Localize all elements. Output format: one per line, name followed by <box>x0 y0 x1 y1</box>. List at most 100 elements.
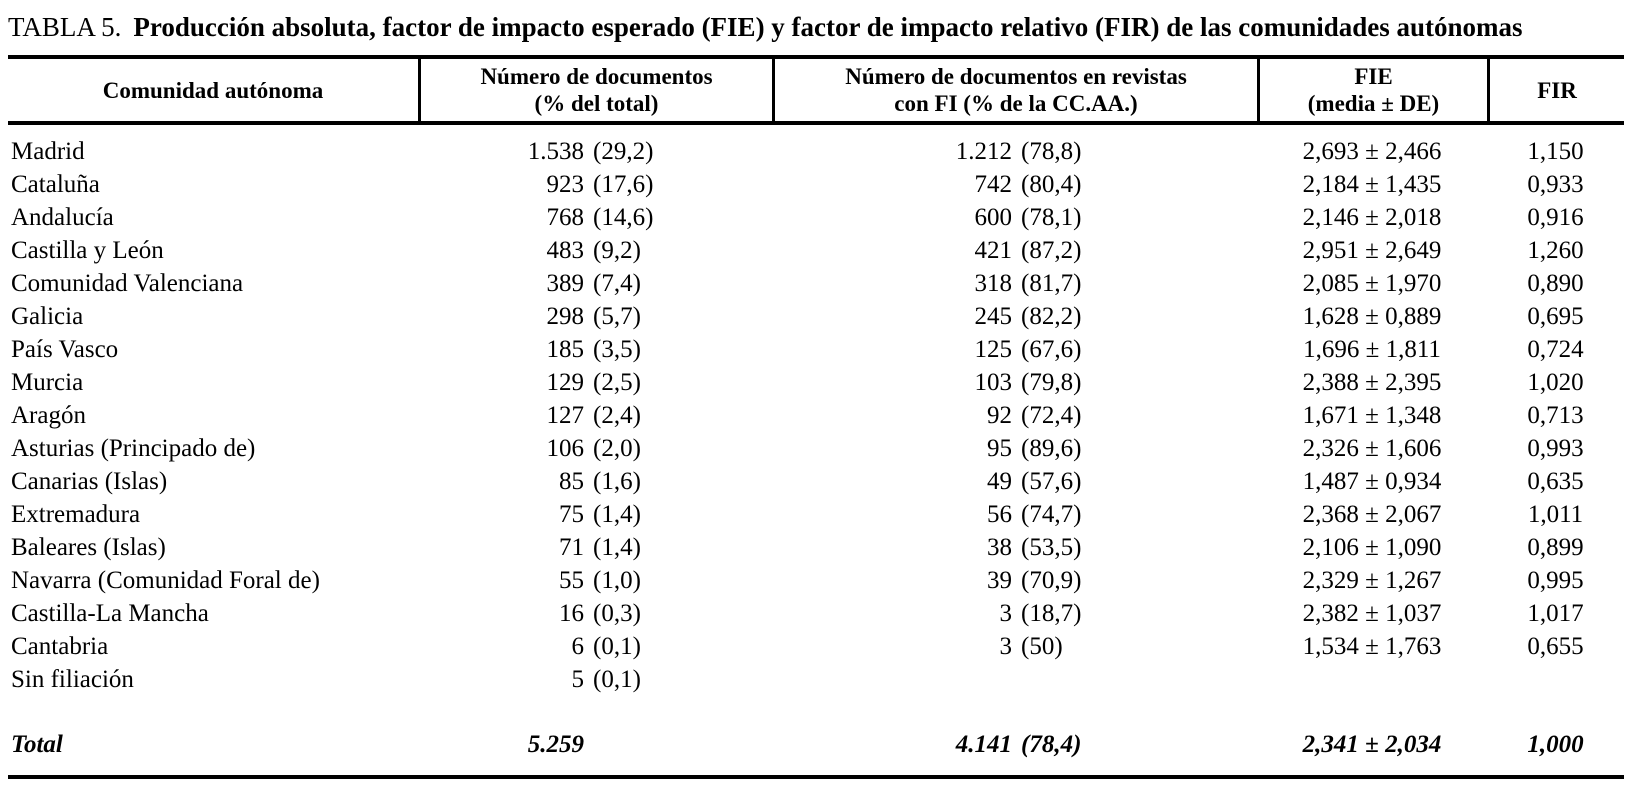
header-docs-revistas-fi-line2: con FI (% de la CC.AA.) <box>894 91 1138 116</box>
cell-fie: 1,671 ± 1,348 <box>1302 402 1442 429</box>
cell-fir: 0,899 <box>1527 534 1584 561</box>
header-docs-revistas-fi: Número de documentos en revistas con FI … <box>772 59 1257 121</box>
cell-docs-revistas-fi: 103 (79,8) <box>974 369 1082 396</box>
table-row: Castilla y León 483 (9,2) 421 (87,2) 2,951… <box>8 234 1624 267</box>
cell-fir <box>1487 663 1624 696</box>
table-row: Castilla-La Mancha 16 (0,3) 3 (18,7) 2,382… <box>8 597 1624 630</box>
cell-num-docs: 185 (3,5) <box>546 336 641 363</box>
cell-fir: 1,020 <box>1527 369 1584 396</box>
table-row: País Vasco 185 (3,5) 125 (67,6) 1,696 ± 1,… <box>8 333 1624 366</box>
cell-comunidad: Cataluña <box>11 171 100 198</box>
table-caption-text: Producción absoluta, factor de impacto e… <box>133 12 1523 42</box>
cell-docs-revistas-fi: 125 (67,6) <box>974 336 1082 363</box>
cell-num-docs: 483 (9,2) <box>546 237 641 264</box>
cell-num-docs: 129 (2,5) <box>546 369 641 396</box>
table-total-row: Total 5.259 4.141 (78,4) 2,341 ± 2,034 1,… <box>8 728 1624 761</box>
cell-docs-revistas-fi: 318 (81,7) <box>974 270 1082 297</box>
total-label: Total <box>11 731 63 758</box>
table-caption-label: TABLA 5. <box>8 12 122 42</box>
cell-num-docs: 768 (14,6) <box>546 204 654 231</box>
cell-num-docs: 75 (1,4) <box>559 501 641 528</box>
table-row: Baleares (Islas) 71 (1,4) 38 (53,5) 2,106 … <box>8 531 1624 564</box>
cell-docs-revistas-fi: 600 (78,1) <box>974 204 1082 231</box>
cell-fir: 1,011 <box>1527 501 1584 528</box>
cell-fie: 2,106 ± 1,090 <box>1302 534 1442 561</box>
cell-docs-revistas-fi: 56 (74,7) <box>987 501 1082 528</box>
cell-comunidad: Comunidad Valenciana <box>11 270 244 297</box>
cell-comunidad: Murcia <box>11 369 84 396</box>
cell-num-docs: 16 (0,3) <box>559 600 641 627</box>
header-fie: FIE (media ± DE) <box>1257 59 1487 121</box>
cell-fie: 2,388 ± 2,395 <box>1302 369 1442 396</box>
cell-docs-revistas-fi <box>772 663 1257 696</box>
cell-fir: 1,017 <box>1527 600 1584 627</box>
cell-fie: 1,534 ± 1,763 <box>1302 633 1442 660</box>
cell-num-docs: 106 (2,0) <box>546 435 641 462</box>
cell-num-docs: 85 (1,6) <box>559 468 641 495</box>
cell-docs-revistas-fi: 1.212 (78,8) <box>955 138 1082 165</box>
cell-fir: 0,933 <box>1527 171 1584 198</box>
cell-fie: 1,628 ± 0,889 <box>1302 303 1442 330</box>
cell-comunidad: Andalucía <box>11 204 114 231</box>
header-docs-revistas-fi-line1: Número de documentos en revistas <box>845 64 1187 89</box>
cell-comunidad: Castilla-La Mancha <box>11 600 209 627</box>
total-cell-docs-fi: 4.141 (78,4) <box>955 731 1082 758</box>
table-row: Murcia 129 (2,5) 103 (79,8) 2,388 ± 2,395 … <box>8 366 1624 399</box>
total-cell-fir: 1,000 <box>1527 731 1584 758</box>
table-row: Navarra (Comunidad Foral de) 55 (1,0) 39(… <box>8 564 1624 597</box>
cell-docs-revistas-fi: 49 (57,6) <box>987 468 1082 495</box>
cell-num-docs: 5 (0,1) <box>571 666 641 693</box>
cell-fie: 2,693 ± 2,466 <box>1302 138 1442 165</box>
cell-fie: 2,326 ± 1,606 <box>1302 435 1442 462</box>
cell-fie: 2,382 ± 1,037 <box>1302 600 1442 627</box>
cell-fie: 2,368 ± 2,067 <box>1302 501 1442 528</box>
cell-fie: 1,696 ± 1,811 <box>1303 336 1441 363</box>
cell-fir: 0,635 <box>1527 468 1584 495</box>
table-row: Asturias (Principado de) 106 (2,0) 95 (89,… <box>8 432 1624 465</box>
header-comunidad: Comunidad autónoma <box>8 59 418 121</box>
cell-docs-revistas-fi: 742 (80,4) <box>974 171 1082 198</box>
cell-num-docs: 127 (2,4) <box>546 402 641 429</box>
header-fie-line1: FIE <box>1354 64 1393 89</box>
header-comunidad-label: Comunidad autónoma <box>102 77 324 103</box>
table-header: Comunidad autónoma Número de documentos … <box>8 55 1624 125</box>
cell-fir: 0,724 <box>1527 336 1584 363</box>
cell-docs-revistas-fi: 421 (87,2) <box>974 237 1082 264</box>
cell-fir: 0,713 <box>1527 402 1584 429</box>
cell-fie: 1,487 ± 0,934 <box>1302 468 1442 495</box>
table-row: Canarias (Islas) 85 (1,6) 49 (57,6) 1,487 … <box>8 465 1624 498</box>
cell-fir: 1,150 <box>1527 138 1584 165</box>
table-caption: TABLA 5. Producción absoluta, factor de i… <box>8 0 1624 55</box>
cell-comunidad: Canarias (Islas) <box>11 468 168 495</box>
cell-comunidad: Baleares (Islas) <box>11 534 166 561</box>
cell-comunidad: Navarra (Comunidad Foral de) <box>11 567 320 594</box>
cell-num-docs: 71 (1,4) <box>559 534 641 561</box>
total-cell-fie: 2,341 ± 2,034 <box>1302 731 1442 758</box>
cell-num-docs: 6 (0,1) <box>571 633 641 660</box>
cell-comunidad: Madrid <box>11 138 85 165</box>
cell-num-docs: 298 (5,7) <box>546 303 641 330</box>
cell-fir: 0,890 <box>1527 270 1584 297</box>
header-num-docs: Número de documentos (% del total) <box>418 59 772 121</box>
cell-fir: 0,655 <box>1527 633 1584 660</box>
cell-docs-revistas-fi: 39 (70,9) <box>987 567 1082 594</box>
cell-docs-revistas-fi: 38 (53,5) <box>987 534 1082 561</box>
cell-fie <box>1257 663 1487 696</box>
total-cell-docs: 5.259 <box>527 731 584 758</box>
header-fir: FIR <box>1487 59 1624 121</box>
table-row: Comunidad Valenciana 389 (7,4) 318 (81,7) … <box>8 267 1624 300</box>
cell-fie: 2,146 ± 2,018 <box>1302 204 1442 231</box>
table-row: Galicia 298 (5,7) 245 (82,2) 1,628 ± 0,889… <box>8 300 1624 333</box>
cell-fie: 2,184 ± 1,435 <box>1302 171 1442 198</box>
cell-num-docs: 1.538 (29,2) <box>527 138 654 165</box>
cell-docs-revistas-fi: 95 (89,6) <box>987 435 1082 462</box>
cell-docs-revistas-fi: 3 (50) <box>999 633 1063 660</box>
cell-num-docs: 389 (7,4) <box>546 270 641 297</box>
table-row: Extremadura 75 (1,4) 56 (74,7) 2,368 ± 2,0… <box>8 498 1624 531</box>
cell-comunidad: Aragón <box>11 402 86 429</box>
header-num-docs-line2: (% del total) <box>534 91 659 116</box>
table-body: Madrid 1.538 (29,2) 1.212 (78,8) 2,693 ± 2… <box>8 125 1624 696</box>
table-row: Sin filiación 5 (0,1) <box>8 663 1624 696</box>
cell-docs-revistas-fi: 92 (72,4) <box>987 402 1082 429</box>
table-row: Aragón 127 (2,4) 92 (72,4) 1,671 ± 1,348 0… <box>8 399 1624 432</box>
